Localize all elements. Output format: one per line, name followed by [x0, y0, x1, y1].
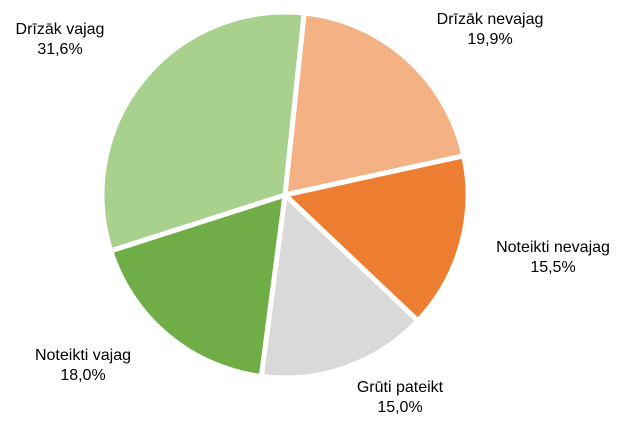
slice-label: Noteikti nevajag	[496, 239, 610, 256]
pie-slice	[99, 9, 307, 254]
value-label: 15,0%	[377, 399, 422, 416]
slice-label: Grūti pateikt	[357, 379, 444, 396]
pie-slice	[282, 10, 467, 198]
value-label: 15,5%	[530, 259, 575, 276]
value-label: 18,0%	[60, 367, 105, 384]
pie-slice	[258, 192, 421, 381]
pie-slice	[282, 153, 471, 324]
slice-label: Noteikti vajag	[35, 347, 131, 364]
value-label: 19,9%	[467, 31, 512, 48]
value-label: 31,6%	[37, 41, 82, 58]
pie-slice	[108, 192, 288, 379]
slice-label: Drīzāk nevajag	[437, 11, 544, 28]
slice-label: Drīzāk vajag	[16, 21, 105, 38]
